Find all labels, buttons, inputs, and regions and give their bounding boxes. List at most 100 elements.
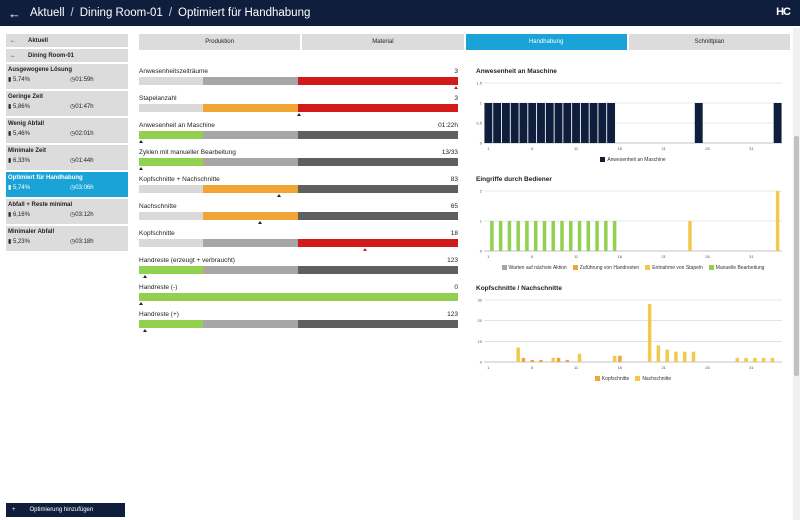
solution-item[interactable]: Geringe Zeit ▮ 5,86% ◷01:47h bbox=[6, 91, 128, 116]
solution-title: Minimaler Abfall bbox=[8, 229, 55, 235]
bar bbox=[516, 221, 520, 251]
metric-bar-segment bbox=[298, 131, 378, 139]
metric-value: 123 bbox=[447, 311, 458, 318]
bar bbox=[533, 221, 538, 251]
duration-value: 01:47h bbox=[75, 104, 94, 110]
legend-item[interactable]: Manuelle Bearbeitung bbox=[708, 265, 764, 271]
solution-item[interactable]: Minimale Zeit ▮ 6,33% ◷01:44h bbox=[6, 145, 128, 170]
metric-bar bbox=[139, 104, 458, 112]
metric-bar-segment bbox=[378, 320, 458, 328]
legend-label: Entnahme von Stapeln bbox=[652, 265, 703, 271]
legend-swatch bbox=[594, 376, 600, 381]
tab-handhabung[interactable]: Handhabung bbox=[465, 34, 627, 50]
solution-meta: ▮ 6,16% ◷03:12h bbox=[8, 211, 126, 218]
waste-value: 5,86% bbox=[12, 104, 30, 110]
bar bbox=[542, 221, 547, 251]
tab-schnittplan[interactable]: Schnittplan bbox=[628, 34, 790, 50]
metric-value: 18 bbox=[450, 230, 458, 237]
x-tick-label: 26 bbox=[705, 146, 710, 151]
duration-value: 01:59h bbox=[75, 77, 94, 83]
legend-item[interactable]: Zuführung von Handresten bbox=[572, 265, 639, 271]
legend-item[interactable]: Anwesenheit an Maschine bbox=[600, 157, 666, 163]
sidebar-nav-aktuell[interactable]: ← Aktuell bbox=[6, 34, 128, 47]
top-bar: ← Aktuell / Dining Room-01 / Optimiert f… bbox=[0, 0, 800, 26]
metric-bar-segment bbox=[298, 158, 378, 166]
page-scrollbar[interactable] bbox=[793, 28, 800, 520]
metric-label: Handreste (+) bbox=[139, 311, 179, 318]
metric-bar-segment bbox=[203, 185, 298, 193]
solution-item[interactable]: Optimiert für Handhabung ▮ 5,74% ◷03:06h bbox=[6, 172, 128, 197]
bar bbox=[537, 103, 545, 143]
legend-item[interactable]: Kopfschnitte bbox=[594, 376, 629, 382]
bar bbox=[612, 355, 617, 362]
duration: ◷03:06h bbox=[70, 185, 94, 191]
metric-marker bbox=[277, 194, 281, 197]
metric-row: Stapelanzahl 3 bbox=[139, 93, 458, 120]
solution-item[interactable]: Abfall + Reste minimal ▮ 6,16% ◷03:12h bbox=[6, 199, 128, 224]
metric-bar bbox=[139, 320, 458, 328]
x-tick-label: 21 bbox=[661, 365, 666, 370]
legend-label: Warten auf nächste Aktion bbox=[508, 265, 567, 271]
duration-value: 02:01h bbox=[75, 131, 94, 137]
solution-item[interactable]: Minimaler Abfall ▮ 5,23% ◷03:18h bbox=[6, 226, 128, 251]
solution-title: Wenig Abfall bbox=[8, 121, 44, 127]
scrollbar-thumb[interactable] bbox=[794, 136, 799, 376]
x-tick-label: 11 bbox=[574, 365, 579, 370]
breadcrumb-aktuell[interactable]: Aktuell bbox=[30, 7, 65, 19]
metric-bar bbox=[139, 185, 458, 193]
brand-logo: HC bbox=[776, 6, 791, 18]
y-tick-label: 1.5 bbox=[476, 81, 482, 86]
x-tick-label: 6 bbox=[531, 146, 534, 151]
chart-panel-eingriffe: Eingriffe durch Bediener 2 1 0 1 6 11 16 21 26 31… bbox=[476, 176, 790, 271]
legend-swatch bbox=[645, 265, 651, 270]
metric-bar-segment bbox=[378, 185, 458, 193]
legend-item[interactable]: Entnahme von Stapeln bbox=[645, 265, 703, 271]
tab-produktion[interactable]: Produktion bbox=[139, 34, 301, 50]
duration: ◷01:59h bbox=[70, 77, 94, 83]
chart-legend: Warten auf nächste Aktion Zuführung von H… bbox=[476, 265, 790, 271]
solution-meta: ▮ 5,86% ◷01:47h bbox=[8, 103, 126, 110]
bar bbox=[694, 103, 703, 143]
metric-bar bbox=[139, 212, 458, 220]
bar bbox=[688, 221, 692, 251]
legend-item[interactable]: Warten auf nächste Aktion bbox=[501, 265, 567, 271]
y-tick-label: 2 bbox=[480, 189, 483, 194]
metric-bar-segment bbox=[139, 266, 203, 274]
sidebar-nav-dining-room[interactable]: ← Dining Room-01 bbox=[6, 49, 128, 62]
waste-value: 5,74% bbox=[12, 77, 30, 83]
metric-label: Kopfschnitte bbox=[139, 230, 175, 237]
legend-item[interactable]: Nachschnitte bbox=[635, 376, 671, 382]
waste-value: 5,23% bbox=[12, 239, 30, 245]
bar bbox=[753, 357, 757, 362]
bar bbox=[545, 103, 554, 143]
bar bbox=[565, 359, 570, 362]
tab-material[interactable]: Material bbox=[302, 34, 464, 50]
bar bbox=[516, 347, 520, 362]
metric-marker bbox=[139, 167, 143, 170]
solution-item[interactable]: Wenig Abfall ▮ 5,46% ◷02:01h bbox=[6, 118, 128, 143]
metric-bar-segment bbox=[298, 239, 378, 247]
bar bbox=[612, 221, 617, 251]
legend-swatch bbox=[501, 265, 507, 270]
metric-value: 3 bbox=[454, 68, 458, 75]
metric-bar-segment bbox=[378, 77, 458, 85]
back-arrow-icon[interactable]: ← bbox=[8, 5, 21, 21]
chart-title: Kopfschnitte / Nachschnitte bbox=[476, 285, 562, 292]
chart-legend: Anwesenheit an Maschine bbox=[476, 157, 790, 163]
y-tick-label: 30 bbox=[478, 298, 483, 303]
metric-bar-segment bbox=[203, 239, 298, 247]
metric-label: Anwesenheit an Maschine bbox=[139, 122, 215, 129]
bar bbox=[656, 345, 661, 362]
solution-item[interactable]: Ausgewogene Lösung ▮ 5,74% ◷01:59h bbox=[6, 64, 128, 89]
bar bbox=[773, 103, 782, 143]
metric-row: Kopfschnitte 18 bbox=[139, 228, 458, 255]
duration: ◷02:01h bbox=[70, 131, 94, 137]
metric-value: 83 bbox=[450, 176, 458, 183]
bar bbox=[554, 103, 563, 143]
legend-label: Anwesenheit an Maschine bbox=[607, 157, 666, 163]
add-optimization-button[interactable]: + Optimierung hinzufügen bbox=[6, 503, 125, 517]
bar bbox=[560, 221, 564, 251]
breadcrumb-dining-room[interactable]: Dining Room-01 bbox=[79, 7, 163, 19]
legend-swatch bbox=[708, 265, 714, 270]
metric-value: 3 bbox=[454, 95, 458, 102]
